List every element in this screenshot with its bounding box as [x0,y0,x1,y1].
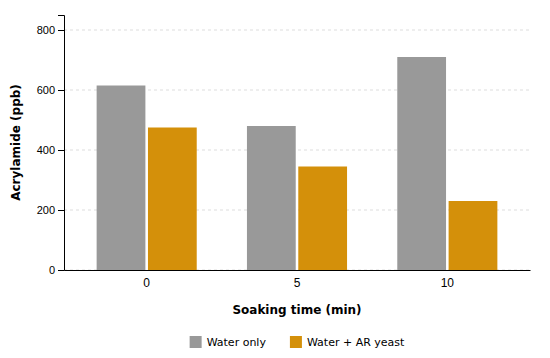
axis-line [58,16,65,271]
bar [298,167,347,271]
legend-label: Water only [207,336,267,349]
tick-mark [58,30,64,31]
x-axis-label: Soaking time (min) [232,303,361,317]
bar [148,128,197,271]
y-axis: 0 200 400 600 800 [37,16,65,277]
tick-label: 5 [294,276,301,290]
legend-swatch [290,336,302,348]
tick: 400 [37,144,64,156]
chart: 0 200 400 600 800 0 5 10 Soaking time (min) Acryl… [0,0,550,358]
tick: 0 [49,264,64,276]
tick-mark [58,150,64,151]
tick: 0 [143,276,150,290]
tick: 10 [441,276,455,290]
tick: 600 [37,84,64,96]
tick-label: 200 [37,204,55,216]
axis-line [65,270,531,271]
tick-label: 400 [37,144,55,156]
tick-label: 800 [37,24,55,36]
tick: 200 [37,204,64,216]
tick-label: 10 [441,276,455,290]
bar [97,86,146,271]
series [148,128,497,271]
tick-mark [58,270,64,271]
series [97,57,446,270]
grid-line [64,30,530,31]
bar [397,57,446,270]
bar [247,126,296,270]
tick: 5 [294,276,301,290]
tick-label: 0 [49,264,55,276]
legend-item: Water + AR yeast [290,336,405,349]
bar [449,201,498,270]
tick-label: 600 [37,84,55,96]
tick-mark [58,210,64,211]
tick-mark [58,90,64,91]
legend-swatch [190,336,202,348]
legend-item: Water only [190,336,267,349]
x-axis: 0 5 10 [65,271,531,290]
tick: 800 [37,24,64,36]
y-axis-label: Acrylamide (ppb) [9,84,23,201]
tick-label: 0 [143,276,150,290]
legend-label: Water + AR yeast [307,336,405,349]
grid [64,30,530,270]
legend: Water only Water + AR yeast [190,336,405,349]
plot: 0 200 400 600 800 0 5 10 [37,16,531,290]
bars [97,57,498,270]
